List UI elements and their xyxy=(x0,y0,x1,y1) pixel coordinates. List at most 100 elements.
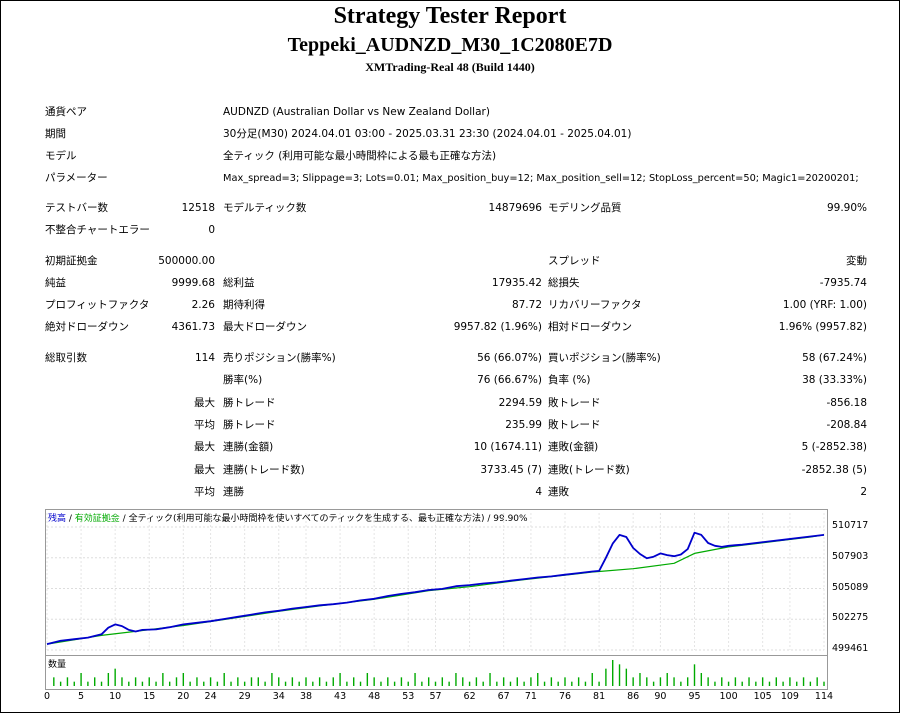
bars-value: 12518 xyxy=(181,202,215,214)
x-tick-label: 86 xyxy=(627,691,640,702)
legend-sep-2: / xyxy=(119,514,129,524)
x-tick-label: 29 xyxy=(238,691,251,702)
long-label: 買いポジション(勝率%) xyxy=(548,352,661,364)
ticks-value: 14879696 xyxy=(488,202,542,214)
max-label: 最大 xyxy=(194,397,215,409)
y-tick-label: 502275 xyxy=(832,612,869,624)
avgloss-value: -208.84 xyxy=(826,419,867,431)
x-tick-label: 114 xyxy=(814,691,834,702)
x-tick-label: 34 xyxy=(272,691,285,702)
legend-sep-1: / xyxy=(66,514,75,524)
quality-label: モデリング品質 xyxy=(548,202,622,214)
grossloss-value: -7935.74 xyxy=(819,277,867,289)
params-label: パラメーター xyxy=(45,172,108,184)
winrate-value: 76 (66.67%) xyxy=(477,374,542,386)
payoff-value: 87.72 xyxy=(511,299,542,311)
x-tick-label: 95 xyxy=(688,691,701,702)
maxwin-value: 2294.59 xyxy=(498,397,542,409)
avglosses-label: 連敗 xyxy=(548,486,569,498)
x-tick-label: 62 xyxy=(463,691,476,702)
x-tick-label: 81 xyxy=(593,691,606,702)
x-tick-label: 67 xyxy=(497,691,510,702)
x-tick-label: 109 xyxy=(780,691,799,702)
deposit-label: 初期証拠金 xyxy=(45,255,98,267)
x-tick-label: 24 xyxy=(204,691,217,702)
avgwins-label: 連勝 xyxy=(223,486,244,498)
symbol-value: AUDNZD (Australian Dollar vs New Zealand… xyxy=(223,106,490,118)
avgwins-value: 4 xyxy=(535,486,542,498)
x-tick-label: 100 xyxy=(719,691,738,702)
x-tick-label: 90 xyxy=(654,691,667,702)
report-title: Strategy Tester Report xyxy=(333,3,567,29)
legend-balance: 残高 xyxy=(48,514,67,524)
x-tick-label: 71 xyxy=(524,691,537,702)
grossloss-label: 総損失 xyxy=(548,277,580,289)
spread-label: スプレッド xyxy=(548,255,601,267)
x-tick-label: 48 xyxy=(368,691,381,702)
deposit-value: 500000.00 xyxy=(158,255,215,267)
lossrate-value: 38 (33.33%) xyxy=(802,374,867,386)
x-tick-label: 20 xyxy=(177,691,190,702)
grossprofit-label: 総利益 xyxy=(223,277,255,289)
maxloss-value: -856.18 xyxy=(826,397,867,409)
absdd-label: 絶対ドローダウン xyxy=(45,321,129,333)
avg-label: 平均 xyxy=(194,419,215,431)
rf-label: リカバリーファクタ xyxy=(548,299,642,311)
y-tick-label: 507903 xyxy=(832,550,869,562)
maxwin-label: 勝トレード xyxy=(223,397,276,409)
y-tick-label: 510717 xyxy=(832,520,869,532)
x-tick-label: 57 xyxy=(429,691,442,702)
server-name: XMTrading-Real 48 (Build 1440) xyxy=(365,60,535,74)
ea-name: Teppeki_AUDNZD_M30_1C2080E7D xyxy=(287,34,613,56)
params-value: Max_spread=3; Slippage=3; Lots=0.01; Max… xyxy=(223,173,859,184)
consecwins-trades-label: 連勝(トレード数) xyxy=(223,464,305,476)
winrate-label: 勝率(%) xyxy=(223,374,263,386)
lossrate-label: 負率 (%) xyxy=(548,374,591,386)
balance-line xyxy=(46,531,825,645)
chart-legend: 残高 / 有効証拠金 / 全ティック(利用可能な最小時間枠を使いすべてのティック… xyxy=(48,511,528,524)
model-value: 全ティック (利用可能な最小時間枠による最も正確な方法) xyxy=(223,150,497,162)
maxdd-value: 9957.82 (1.96%) xyxy=(453,321,542,333)
avg-label-2: 平均 xyxy=(194,486,215,498)
x-tick-label: 53 xyxy=(402,691,415,702)
x-tick-label: 5 xyxy=(78,691,85,702)
absdd-value: 4361.73 xyxy=(171,321,215,333)
x-tick-label: 76 xyxy=(558,691,572,702)
x-tick-label: 15 xyxy=(143,691,156,702)
period-label: 期間 xyxy=(45,128,66,140)
avgloss-label: 敗トレード xyxy=(548,419,601,431)
trades-label: 総取引数 xyxy=(45,352,87,364)
max-label-3: 最大 xyxy=(194,464,215,476)
legend-equity: 有効証拠金 xyxy=(74,514,120,524)
grossprofit-value: 17935.42 xyxy=(491,277,542,289)
maxloss-label: 敗トレード xyxy=(548,397,601,409)
avgwin-label: 勝トレード xyxy=(223,419,276,431)
consecloss-money-value: 5 (-2852.38) xyxy=(801,441,867,453)
x-tick-label: 105 xyxy=(753,691,772,702)
trades-value: 114 xyxy=(194,352,215,364)
volume-chart xyxy=(45,655,828,690)
payoff-label: 期待利得 xyxy=(223,299,265,311)
netprofit-label: 純益 xyxy=(45,277,66,289)
mismatch-value: 0 xyxy=(208,224,215,236)
x-tick-label: 10 xyxy=(109,691,122,702)
pf-label: プロフィットファクタ xyxy=(45,299,150,311)
consecloss-trades-label: 連敗(トレード数) xyxy=(548,464,630,476)
maxdd-label: 最大ドローダウン xyxy=(223,321,307,333)
spread-value: 変動 xyxy=(846,255,867,267)
y-tick-label: 499461 xyxy=(832,643,869,654)
avgwin-value: 235.99 xyxy=(505,419,542,431)
x-tick-label: 0 xyxy=(43,691,51,702)
volume-label: 数量 xyxy=(48,660,67,670)
short-label: 売りポジション(勝率%) xyxy=(223,352,336,364)
consecwins-money-value: 10 (1674.11) xyxy=(473,441,542,453)
reldd-value: 1.96% (9957.82) xyxy=(778,321,867,333)
ticks-label: モデルティック数 xyxy=(223,202,307,214)
quality-value: 99.90% xyxy=(826,202,867,214)
avglosses-value: 2 xyxy=(860,486,867,498)
x-tick-label: 43 xyxy=(334,691,347,702)
period-value: 30分足(M30) 2024.04.01 03:00 - 2025.03.31 … xyxy=(223,128,632,140)
netprofit-value: 9999.68 xyxy=(171,277,215,289)
mismatch-label: 不整合チャートエラー xyxy=(45,224,150,236)
